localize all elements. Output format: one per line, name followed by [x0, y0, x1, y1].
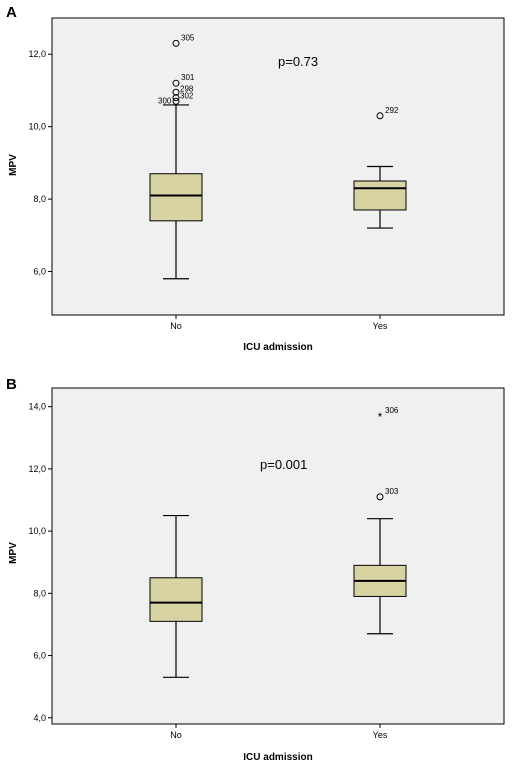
- x-tick-label: Yes: [373, 730, 388, 740]
- y-tick-label: 6,0: [33, 267, 46, 277]
- outlier-label: 302: [180, 92, 194, 101]
- y-tick-label: 10,0: [28, 526, 46, 536]
- y-axis-label: MPV: [8, 154, 19, 176]
- box-yes: 292: [353, 106, 407, 229]
- p-value-annotation: p=0.001: [260, 457, 307, 472]
- y-tick-label: 6,0: [33, 651, 46, 661]
- chart-panel-a: A 6,0 8,0 10,0 12,0 No Yes MPV ICU admission p=0.…: [6, 4, 505, 353]
- y-tick-label: 12,0: [28, 464, 46, 474]
- panel-label: A: [6, 4, 17, 21]
- x-axis-label: ICU admission: [243, 342, 312, 353]
- outlier-circle: [376, 112, 384, 120]
- chart-panel-b: B 4,0 6,0 8,0 10,0 12,0 14,0 No Yes MPV ICU admiss…: [6, 376, 505, 763]
- outlier-label: 292: [385, 106, 399, 115]
- outlier-label: 300: [158, 96, 172, 105]
- plot-area: [51, 387, 505, 725]
- y-tick-label: 14,0: [28, 402, 46, 412]
- plot-area: [51, 17, 505, 316]
- outlier-circle: [172, 94, 180, 102]
- y-tick-label: 12,0: [28, 49, 46, 59]
- iqr-box: [353, 180, 407, 211]
- outlier-label: 305: [181, 33, 195, 42]
- outlier-label: 301: [181, 73, 195, 82]
- outlier-circle: [172, 39, 180, 47]
- iqr-box: [149, 173, 203, 222]
- x-tick-label: No: [170, 321, 182, 331]
- box-yes: * 306 303: [353, 406, 407, 635]
- x-axis-label: ICU admission: [243, 752, 312, 763]
- outlier-label: 303: [385, 487, 399, 496]
- y-axis-label: MPV: [8, 542, 19, 564]
- outlier-circle: [172, 88, 180, 96]
- iqr-box: [149, 577, 203, 622]
- outlier-circle: [172, 79, 180, 87]
- panel-label: B: [6, 376, 17, 393]
- outlier-star: *: [378, 410, 383, 424]
- outlier-label: 298: [180, 84, 194, 93]
- y-tick-label: 10,0: [28, 122, 46, 132]
- x-tick-label: No: [170, 730, 182, 740]
- p-value-annotation: p=0.73: [278, 54, 318, 69]
- outlier-circle: [172, 97, 180, 105]
- y-tick-label: 8,0: [33, 194, 46, 204]
- y-tick-label: 8,0: [33, 588, 46, 598]
- y-tick-label: 4,0: [33, 713, 46, 723]
- outlier-label: 306: [385, 406, 399, 415]
- outlier-circle: [376, 493, 384, 501]
- box-no: [149, 514, 203, 678]
- x-tick-label: Yes: [373, 321, 388, 331]
